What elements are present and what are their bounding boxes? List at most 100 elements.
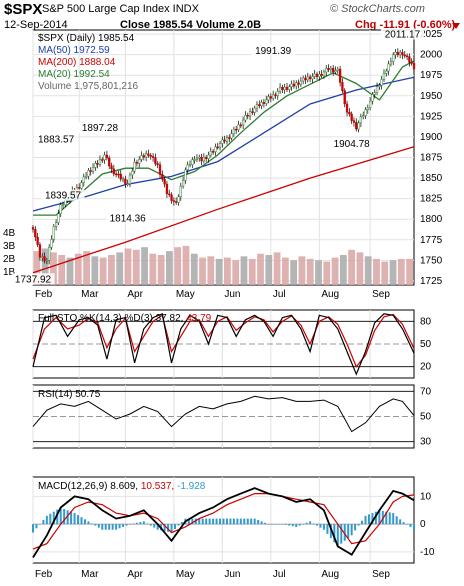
candle-body — [96, 163, 99, 165]
candle-body — [216, 146, 219, 149]
macd-histogram-bar — [104, 524, 107, 530]
macd-legend: MACD(12,26,9) 8.609, 10.537, -1.928 — [38, 481, 206, 492]
candle-body — [149, 155, 152, 157]
candle-body — [355, 122, 358, 130]
macd-histogram-bar — [56, 509, 59, 525]
price-legend-0-item-0: $SPX (Daily) 1985.54 — [38, 33, 135, 44]
macd-histogram-bar — [87, 521, 90, 525]
candle-body — [191, 159, 194, 165]
price-y-tick: 1875 — [420, 153, 443, 164]
candle-body — [258, 104, 261, 107]
candle-body — [267, 96, 270, 101]
candle-body — [52, 226, 55, 240]
macd-histogram-bar — [219, 518, 222, 525]
macd-histogram-bar — [63, 508, 66, 525]
rsi-y-tick: 70 — [420, 386, 432, 397]
macd-histogram-bar — [333, 524, 336, 543]
candle-body — [281, 87, 284, 90]
macd-legend-item-1: 10.537, — [138, 481, 174, 492]
macd-histogram-bar — [35, 524, 38, 529]
macd-histogram-bar — [402, 522, 405, 525]
ma200-line — [32, 146, 415, 274]
macd-histogram-bar — [139, 522, 142, 525]
candle-body — [385, 70, 388, 74]
volume-bar — [240, 256, 248, 285]
price-annotation-bg — [11, 273, 55, 285]
macd-histogram-bar — [187, 518, 190, 525]
macd-histogram-bar — [253, 518, 256, 525]
ma50-line — [32, 76, 415, 212]
candle-body — [290, 83, 293, 88]
price-annotation: 1814.36 — [110, 213, 147, 224]
macd-histogram-bar — [201, 518, 204, 525]
macd-histogram-bar — [118, 524, 121, 529]
macd-histogram-bar — [32, 524, 34, 533]
macd-histogram-bar — [142, 521, 145, 525]
candle-body — [105, 154, 109, 159]
macd-histogram-bar — [260, 521, 263, 525]
candle-body — [78, 187, 81, 189]
candle-body — [336, 68, 339, 71]
macd-histogram-bar — [281, 524, 284, 525]
candle-body — [205, 157, 208, 159]
candle-body — [110, 165, 113, 170]
macd-histogram-bar — [361, 520, 364, 525]
macd-histogram-bar — [149, 524, 152, 526]
month-label-bottom: Jul — [273, 569, 286, 580]
volume-bar — [99, 257, 107, 285]
macd-histogram-bar — [267, 524, 270, 525]
volume-bar — [207, 256, 215, 285]
candle-body — [80, 182, 83, 189]
macd-histogram-bar — [399, 519, 402, 525]
candle-body — [322, 71, 326, 76]
macd-histogram-bar — [208, 518, 211, 525]
volume-bar — [281, 257, 289, 285]
candle-body — [241, 119, 245, 126]
macd-histogram-bar — [132, 523, 135, 525]
volume-bar — [397, 258, 405, 285]
macd-histogram-bar — [156, 524, 159, 530]
candle-body — [320, 74, 323, 76]
candle-body — [380, 79, 383, 86]
macd-histogram-bar — [229, 518, 232, 525]
candle-body — [285, 86, 289, 90]
macd-histogram-bar — [350, 524, 353, 536]
price-annotation: 1839.57 — [45, 191, 82, 202]
candle-body — [271, 94, 275, 99]
candle-body — [262, 101, 266, 104]
candle-body — [345, 103, 349, 113]
volume-bar — [356, 252, 364, 285]
macd-histogram-bar — [115, 524, 118, 530]
candle-body — [371, 94, 374, 102]
month-label: Jul — [273, 289, 286, 300]
candle-body — [186, 164, 189, 171]
candle-body — [207, 154, 210, 159]
macd-histogram-bar — [108, 524, 111, 530]
macd-histogram-bar — [343, 524, 346, 541]
macd-histogram-bar — [378, 510, 381, 525]
candle-body — [195, 158, 199, 160]
candle-body — [302, 77, 305, 82]
rsi-y-tick: 50 — [420, 412, 432, 423]
candle-body — [117, 173, 120, 176]
volume-bar — [41, 248, 49, 285]
macd-histogram-bar — [395, 516, 398, 525]
candle-body — [265, 99, 268, 104]
volume-bar — [174, 247, 182, 285]
volume-bar — [389, 260, 397, 285]
candle-body — [114, 173, 118, 176]
month-label-bottom: Apr — [127, 569, 143, 580]
macd-histogram-bar — [367, 514, 370, 525]
candle-body — [165, 183, 169, 195]
candle-body — [45, 260, 49, 262]
candle-body — [84, 175, 88, 178]
macd-histogram-bar — [73, 513, 76, 525]
macd-histogram-bar — [295, 524, 298, 527]
candle-body — [306, 76, 309, 81]
price-y-tick: 1800 — [420, 214, 443, 225]
macd-histogram-bar — [239, 518, 242, 525]
candle-body — [48, 247, 51, 261]
volume-bar — [273, 252, 281, 285]
macd-signal-line — [32, 493, 415, 550]
candle-body — [408, 56, 411, 63]
